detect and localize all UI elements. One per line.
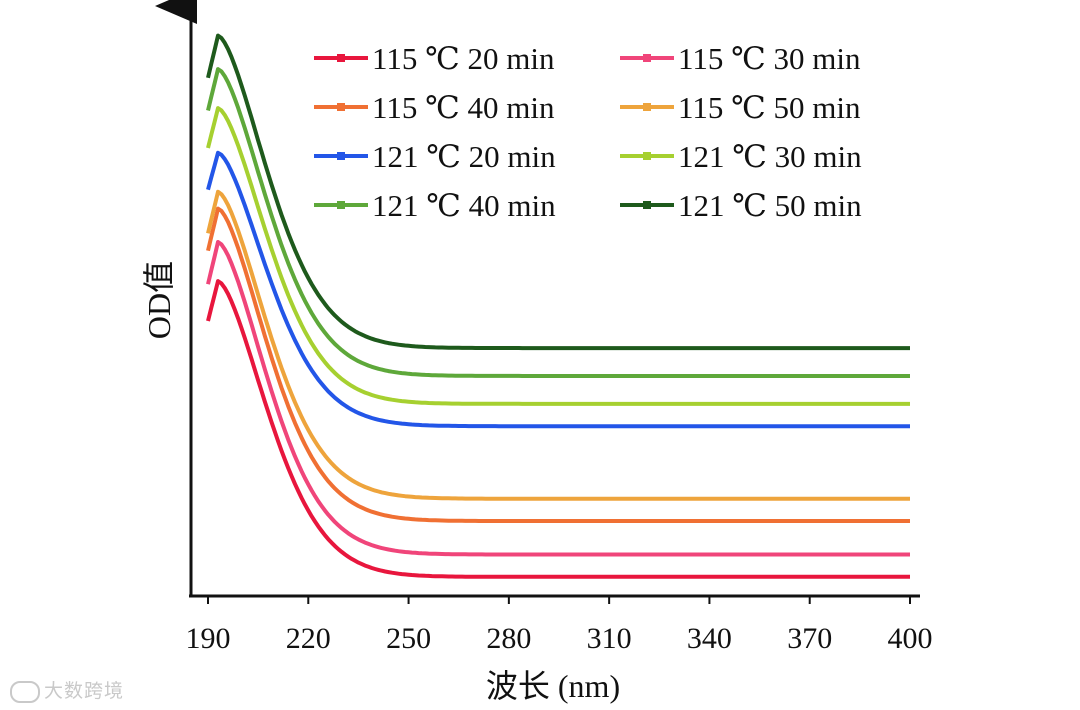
series-line-3	[206, 189, 910, 501]
legend-label: 121 ℃ 20 min	[372, 139, 556, 174]
x-tick-label-370: 370	[787, 622, 832, 655]
watermark: 大数跨境	[10, 676, 124, 703]
y-axis-title: OD值	[141, 261, 177, 339]
x-tick-label-400: 400	[888, 622, 933, 655]
legend-swatch-marker	[337, 152, 345, 160]
legend-item-6: 121 ℃ 40 min	[314, 188, 556, 223]
legend-swatch-marker	[643, 201, 651, 209]
x-tick-label-220: 220	[286, 622, 331, 655]
legend-label: 115 ℃ 50 min	[678, 90, 861, 125]
legend-item-2: 115 ℃ 40 min	[314, 90, 555, 125]
series-line-0	[206, 279, 910, 579]
legend-item-3: 115 ℃ 50 min	[620, 90, 861, 125]
x-axis-title: 波长 (nm)	[486, 668, 620, 704]
x-tick-label-280: 280	[486, 622, 531, 655]
series-line-2	[206, 206, 910, 523]
legend: 115 ℃ 20 min 115 ℃ 30 min 115 ℃ 40 min 115 …	[314, 41, 862, 223]
legend-swatch-marker	[643, 54, 651, 62]
plot-series	[206, 33, 910, 579]
x-ticks: 190 220 250 280 310 340 370 400	[186, 596, 933, 655]
legend-item-7: 121 ℃ 50 min	[620, 188, 862, 223]
legend-label: 115 ℃ 20 min	[372, 41, 555, 76]
legend-swatch-marker	[643, 103, 651, 111]
series-line-1	[206, 240, 910, 557]
x-tick-label-190: 190	[186, 622, 231, 655]
legend-item-4: 121 ℃ 20 min	[314, 139, 556, 174]
series-line-6	[206, 67, 910, 378]
x-tick-label-340: 340	[687, 622, 732, 655]
watermark-logo-icon	[10, 680, 40, 703]
legend-label: 121 ℃ 30 min	[678, 139, 862, 174]
x-tick-label-310: 310	[587, 622, 632, 655]
x-tick-label-250: 250	[386, 622, 431, 655]
legend-swatch-marker	[337, 103, 345, 111]
series-line-5	[206, 106, 910, 406]
series-line-4	[206, 150, 910, 429]
legend-label: 121 ℃ 50 min	[678, 188, 862, 223]
watermark-text: 大数跨境	[44, 680, 125, 702]
legend-label: 115 ℃ 30 min	[678, 41, 861, 76]
legend-swatch-marker	[337, 201, 345, 209]
legend-label: 121 ℃ 40 min	[372, 188, 556, 223]
legend-swatch-marker	[337, 54, 345, 62]
legend-swatch-marker	[643, 152, 651, 160]
legend-item-5: 121 ℃ 30 min	[620, 139, 862, 174]
legend-item-0: 115 ℃ 20 min	[314, 41, 555, 76]
series-line-7	[206, 33, 910, 351]
legend-label: 115 ℃ 40 min	[372, 90, 555, 125]
legend-item-1: 115 ℃ 30 min	[620, 41, 861, 76]
